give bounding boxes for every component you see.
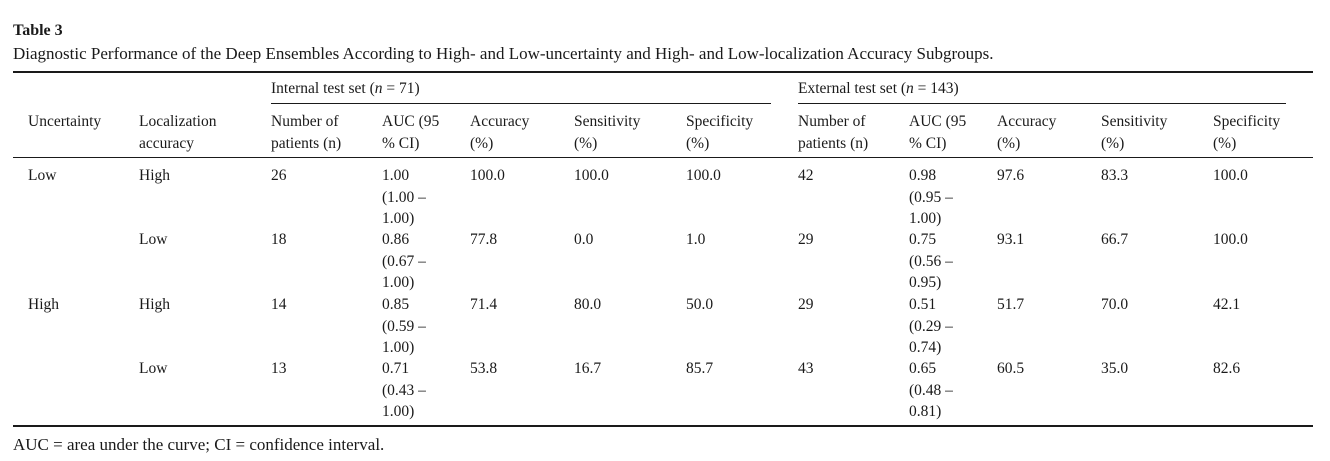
column-header: patients (n) bbox=[798, 134, 869, 152]
table-cell: 0.71 bbox=[382, 360, 410, 377]
column-header: accuracy bbox=[139, 134, 195, 152]
table-cell: 29 bbox=[798, 296, 814, 313]
table-cell: 77.8 bbox=[470, 231, 498, 248]
table-cell: 80.0 bbox=[574, 296, 602, 313]
table-cell: 0.0 bbox=[574, 231, 594, 248]
column-header: Number of bbox=[271, 113, 339, 130]
group-header-internal: Internal test set (n = 71) bbox=[271, 80, 420, 97]
table-cell: 1.00) bbox=[382, 339, 415, 356]
table-cell: (0.67 – bbox=[382, 252, 426, 270]
table-cell: 70.0 bbox=[1101, 296, 1129, 313]
table-cell: 1.00) bbox=[909, 210, 942, 227]
table-cell: 43 bbox=[798, 360, 814, 377]
column-header: (%) bbox=[1101, 134, 1125, 152]
table-cell: 0.65 bbox=[909, 360, 937, 377]
table-cell: 50.0 bbox=[686, 296, 714, 313]
column-header: (%) bbox=[997, 134, 1021, 152]
column-header: (%) bbox=[1213, 134, 1237, 152]
table-cell: (0.59 – bbox=[382, 317, 426, 335]
table-cell: 42.1 bbox=[1213, 296, 1241, 313]
table-cell: 71.4 bbox=[470, 296, 498, 313]
column-header: Uncertainty bbox=[28, 113, 102, 130]
table-cell: 0.51 bbox=[909, 296, 937, 313]
table-document: Table 3 Diagnostic Performance of the De… bbox=[13, 0, 1313, 461]
column-header: Sensitivity bbox=[1101, 113, 1168, 130]
table-label: Table 3 bbox=[13, 22, 63, 39]
cell-localization: High bbox=[139, 167, 170, 184]
bottom-rule bbox=[13, 425, 1313, 427]
table-cell: 93.1 bbox=[997, 231, 1025, 248]
table-cell: 29 bbox=[798, 231, 814, 248]
top-rule bbox=[13, 71, 1313, 73]
column-header: patients (n) bbox=[271, 134, 342, 152]
table-cell: 85.7 bbox=[686, 360, 714, 377]
group-header-external: External test set (n = 143) bbox=[798, 80, 959, 97]
table-cell: 42 bbox=[798, 167, 814, 184]
table-cell: 16.7 bbox=[574, 360, 602, 377]
table-cell: 51.7 bbox=[997, 296, 1025, 313]
column-header: AUC (95 bbox=[909, 113, 967, 130]
column-header: Number of bbox=[798, 113, 866, 130]
group-rule-internal bbox=[271, 103, 771, 104]
cell-uncertainty: High bbox=[28, 296, 59, 313]
table-cell: (0.29 – bbox=[909, 317, 953, 335]
column-header: (%) bbox=[470, 134, 494, 152]
table-cell: (0.48 – bbox=[909, 381, 953, 399]
table-cell: 100.0 bbox=[1213, 231, 1248, 248]
table-cell: 14 bbox=[271, 296, 287, 313]
table-cell: 100.0 bbox=[686, 167, 721, 184]
table-cell: 0.85 bbox=[382, 296, 410, 313]
table-cell: 1.00) bbox=[382, 403, 415, 420]
table-cell: 1.00 bbox=[382, 167, 410, 184]
column-header: % CI) bbox=[909, 134, 947, 152]
table-cell: 0.81) bbox=[909, 403, 942, 420]
column-header: % CI) bbox=[382, 134, 420, 152]
table-cell: 0.74) bbox=[909, 339, 942, 356]
table-cell: 60.5 bbox=[997, 360, 1025, 377]
cell-localization: High bbox=[139, 296, 170, 313]
cell-uncertainty: Low bbox=[28, 167, 57, 184]
column-header: Specificity bbox=[1213, 113, 1281, 130]
table-cell: 66.7 bbox=[1101, 231, 1129, 248]
table-cell: 0.95) bbox=[909, 274, 942, 291]
table-cell: 82.6 bbox=[1213, 360, 1241, 377]
table-cell: 100.0 bbox=[1213, 167, 1248, 184]
column-header: Sensitivity bbox=[574, 113, 641, 130]
table-cell: 0.86 bbox=[382, 231, 410, 248]
table-cell: 26 bbox=[271, 167, 287, 184]
table-footnote: AUC = area under the curve; CI = confide… bbox=[13, 435, 385, 454]
table-cell: (0.43 – bbox=[382, 381, 426, 399]
table-cell: (0.56 – bbox=[909, 252, 953, 270]
column-header: Specificity bbox=[686, 113, 754, 130]
column-header: Localization bbox=[139, 113, 217, 130]
group-rule-external bbox=[798, 103, 1286, 104]
table-cell: (1.00 – bbox=[382, 188, 426, 206]
cell-localization: Low bbox=[139, 231, 168, 248]
table-cell: (0.95 – bbox=[909, 188, 953, 206]
table-cell: 18 bbox=[271, 231, 287, 248]
table-cell: 1.0 bbox=[686, 231, 706, 248]
table-cell: 0.98 bbox=[909, 167, 937, 184]
table-cell: 100.0 bbox=[470, 167, 505, 184]
column-header: Accuracy bbox=[470, 113, 530, 130]
header-rule bbox=[13, 157, 1313, 158]
table-cell: 53.8 bbox=[470, 360, 498, 377]
table-cell: 1.00) bbox=[382, 210, 415, 227]
table-cell: 13 bbox=[271, 360, 287, 377]
table-cell: 0.75 bbox=[909, 231, 937, 248]
table-caption: Diagnostic Performance of the Deep Ensem… bbox=[13, 44, 994, 63]
table-cell: 35.0 bbox=[1101, 360, 1129, 377]
column-header: AUC (95 bbox=[382, 113, 440, 130]
table-cell: 83.3 bbox=[1101, 167, 1129, 184]
column-header: Accuracy bbox=[997, 113, 1057, 130]
table-cell: 97.6 bbox=[997, 167, 1025, 184]
table-cell: 100.0 bbox=[574, 167, 609, 184]
column-header: (%) bbox=[686, 134, 710, 152]
cell-localization: Low bbox=[139, 360, 168, 377]
column-header: (%) bbox=[574, 134, 598, 152]
table-cell: 1.00) bbox=[382, 274, 415, 291]
